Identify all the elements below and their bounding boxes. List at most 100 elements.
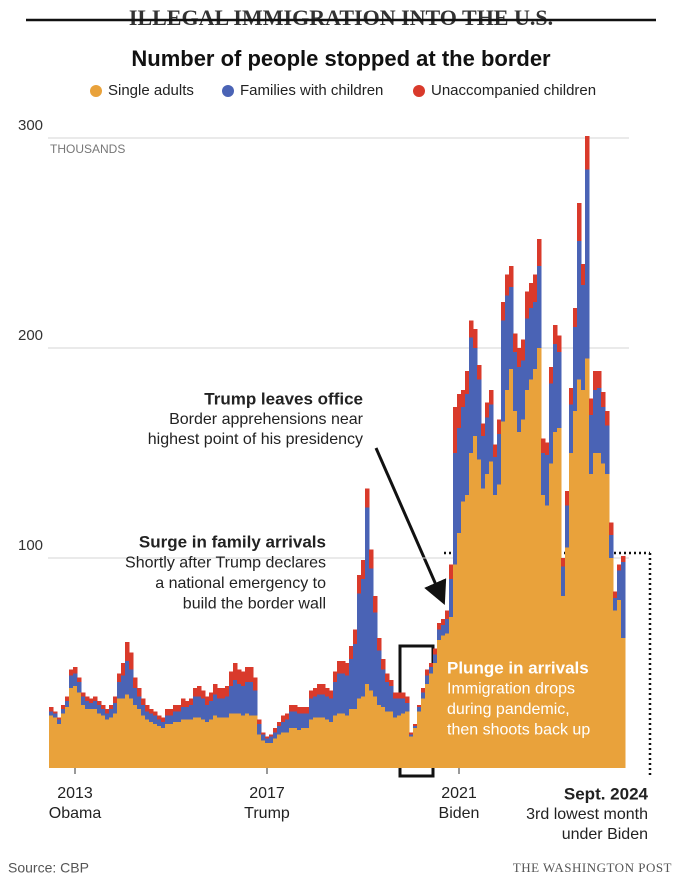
- bar-segment: [393, 717, 398, 768]
- bar-segment: [281, 732, 286, 768]
- bar-segment: [185, 707, 190, 720]
- bar-segment: [113, 702, 118, 714]
- bar-segment: [589, 415, 594, 474]
- bar-segment: [453, 406, 458, 453]
- bar-segment: [369, 549, 374, 569]
- bar-segment: [329, 721, 334, 768]
- bar-segment: [289, 705, 294, 712]
- bar-segment: [393, 692, 398, 699]
- bar-segment: [601, 392, 606, 407]
- bar-segment: [437, 623, 442, 630]
- bar-layer: [49, 135, 626, 768]
- bar-segment: [253, 690, 258, 716]
- bar-segment: [445, 633, 450, 768]
- bar-segment: [49, 711, 54, 716]
- bar-segment: [217, 698, 222, 718]
- bar-segment: [441, 635, 446, 768]
- bar-segment: [357, 574, 362, 594]
- bar-segment: [137, 688, 142, 697]
- bar-segment: [377, 637, 382, 651]
- bar-segment: [105, 713, 110, 720]
- bar-segment: [565, 490, 570, 506]
- bar-segment: [309, 698, 314, 720]
- bar-segment: [205, 705, 210, 722]
- bar-segment: [325, 719, 330, 768]
- bar-segment: [621, 555, 626, 563]
- bar-segment: [81, 692, 86, 697]
- bar-segment: [133, 688, 138, 705]
- bar-segment: [105, 719, 110, 768]
- bar-segment: [141, 705, 146, 716]
- bar-segment: [77, 692, 82, 768]
- bar-segment: [533, 274, 538, 302]
- bar-segment: [329, 690, 334, 699]
- bar-segment: [229, 713, 234, 768]
- bar-segment: [313, 717, 318, 768]
- bar-segment: [497, 434, 502, 485]
- bar-segment: [189, 719, 194, 768]
- bar-segment: [337, 660, 342, 674]
- bar-segment: [493, 444, 498, 458]
- bar-segment: [237, 684, 242, 714]
- bar-segment: [405, 702, 410, 712]
- annotation-title: Plunge in arrivals: [447, 658, 589, 677]
- bar-segment: [577, 240, 582, 380]
- bar-segment: [489, 404, 494, 462]
- bar-segment: [153, 715, 158, 724]
- bar-segment: [613, 597, 618, 611]
- bar-segment: [597, 371, 602, 388]
- bar-segment: [193, 688, 198, 697]
- bar-segment: [209, 692, 214, 701]
- bar-segment: [61, 709, 66, 714]
- bar-segment: [549, 366, 554, 384]
- bar-segment: [417, 711, 422, 768]
- bar-segment: [349, 709, 354, 768]
- bar-segment: [585, 135, 590, 170]
- bar-segment: [433, 654, 438, 663]
- bar-segment: [613, 610, 618, 768]
- bar-segment: [573, 327, 578, 411]
- bar-segment: [77, 677, 82, 682]
- bar-segment: [453, 453, 458, 565]
- bar-segment: [149, 721, 154, 768]
- y-tick-label: 100: [18, 537, 43, 554]
- legend-swatch: [90, 85, 102, 97]
- bar-segment: [49, 715, 54, 768]
- era-label: Biden: [439, 805, 480, 822]
- bar-segment: [321, 684, 326, 695]
- bar-segment: [261, 732, 266, 735]
- bar-segment: [601, 406, 606, 464]
- bar-segment: [185, 719, 190, 768]
- bar-segment: [173, 705, 178, 712]
- bar-segment: [101, 709, 106, 716]
- bar-segment: [565, 505, 570, 548]
- bar-segment: [353, 644, 358, 710]
- bar-segment: [197, 717, 202, 768]
- bar-segment: [117, 698, 122, 768]
- bar-segment: [469, 320, 474, 338]
- bar-segment: [365, 507, 370, 684]
- bar-segment: [305, 728, 310, 768]
- bar-segment: [373, 612, 378, 697]
- bar-segment: [145, 719, 150, 768]
- bar-segment: [533, 301, 538, 369]
- bar-segment: [245, 681, 250, 714]
- bar-segment: [101, 705, 106, 710]
- bar-segment: [465, 495, 470, 768]
- source: Source: CBP: [8, 860, 89, 876]
- bar-segment: [533, 369, 538, 768]
- bar-segment: [201, 698, 206, 720]
- bar-segment: [293, 705, 298, 712]
- bar-segment: [285, 713, 290, 720]
- bar-segment: [293, 728, 298, 768]
- bar-segment: [497, 484, 502, 768]
- bar-segment: [237, 669, 242, 684]
- bar-segment: [89, 702, 94, 710]
- bar-segment: [505, 295, 510, 390]
- bar-segment: [169, 709, 174, 716]
- bar-segment: [397, 715, 402, 768]
- bar-segment: [181, 698, 186, 708]
- annotation-text: during pandemic,: [447, 701, 570, 718]
- bar-segment: [157, 726, 162, 768]
- bar-segment: [265, 742, 270, 768]
